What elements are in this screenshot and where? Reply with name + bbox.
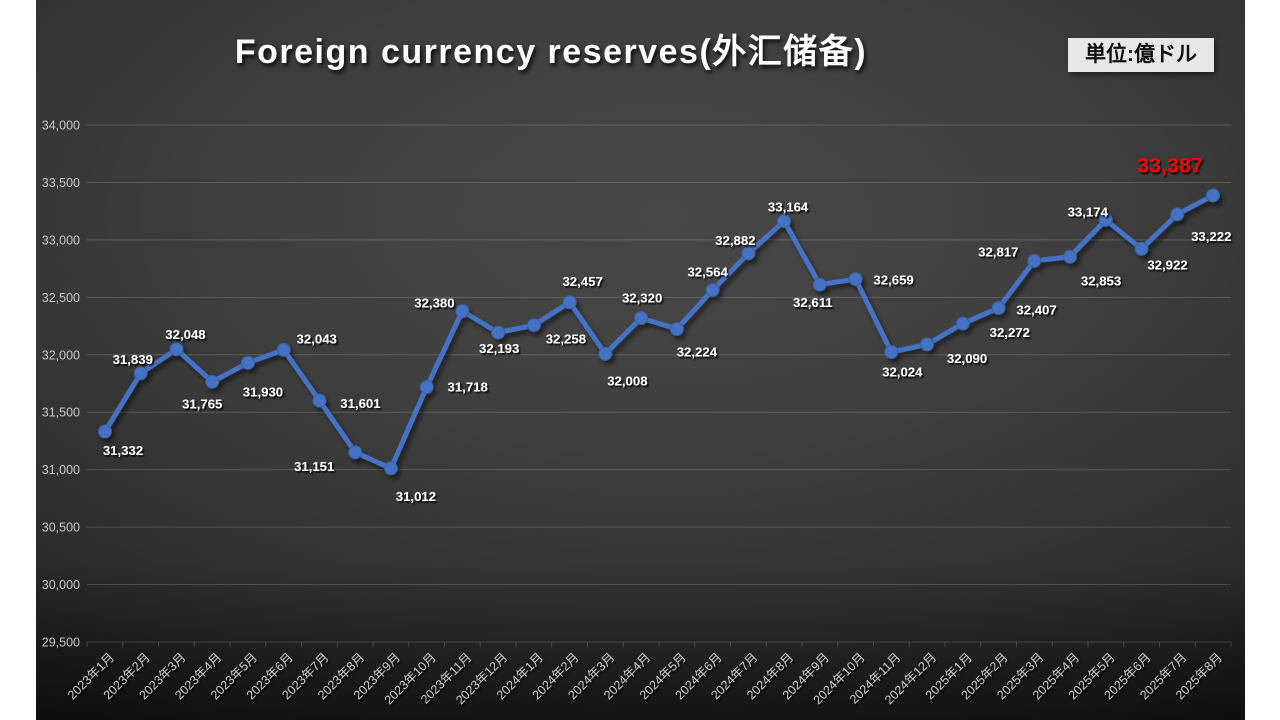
data-point <box>276 342 291 357</box>
data-point <box>383 461 398 476</box>
data-series <box>98 188 1220 476</box>
data-label: 33,164 <box>768 200 809 215</box>
data-labels: 31,332 31,839 32,048 31,765 31,930 32,043 31,6… <box>103 153 1232 503</box>
data-label: 31,765 <box>182 396 222 411</box>
data-point <box>1098 212 1113 227</box>
data-point <box>848 272 863 287</box>
data-point <box>98 424 112 439</box>
data-label: 32,008 <box>607 373 647 388</box>
data-point <box>955 316 970 331</box>
series-line <box>102 192 1216 471</box>
data-label: 32,882 <box>715 233 755 248</box>
data-label: 32,564 <box>687 264 728 279</box>
data-point <box>312 393 327 408</box>
data-point <box>240 355 255 370</box>
data-label: 31,151 <box>294 459 334 474</box>
data-label: 32,258 <box>546 332 586 347</box>
data-label: 32,380 <box>414 296 454 311</box>
data-point <box>419 380 434 395</box>
data-label: 32,922 <box>1147 257 1187 272</box>
data-label: 32,853 <box>1081 273 1121 288</box>
data-point <box>1134 241 1149 256</box>
data-label: 31,332 <box>103 443 143 458</box>
data-label-latest: 33,387 <box>1137 153 1203 177</box>
y-axis-label: 32,000 <box>42 348 80 362</box>
data-label: 32,611 <box>793 295 833 310</box>
data-label: 32,659 <box>873 273 913 288</box>
data-point <box>812 277 827 292</box>
data-point <box>705 282 720 297</box>
data-point <box>1170 207 1185 222</box>
y-axis-label: 29,500 <box>42 636 80 650</box>
data-label: 32,224 <box>677 345 718 360</box>
data-label: 31,930 <box>243 384 283 399</box>
data-point <box>169 342 184 357</box>
data-point <box>1063 249 1078 264</box>
data-label: 32,048 <box>165 327 205 342</box>
y-axis-label: 30,000 <box>42 578 80 592</box>
data-point <box>741 246 756 261</box>
data-label: 33,174 <box>1068 204 1109 219</box>
data-point <box>205 374 220 389</box>
data-label: 31,601 <box>340 396 380 411</box>
x-axis-labels: 2023年1月2023年2月2023年3月2023年4月2023年5月2023年… <box>65 650 1225 707</box>
slide-background <box>36 0 1245 720</box>
data-label: 32,320 <box>622 291 662 306</box>
data-label: 32,090 <box>947 351 987 366</box>
data-point <box>133 366 148 381</box>
data-label: 32,024 <box>882 365 923 380</box>
data-label: 31,718 <box>448 380 488 395</box>
gridlines <box>86 124 1232 647</box>
data-label: 32,272 <box>990 325 1030 340</box>
data-point <box>455 304 470 319</box>
data-label: 32,193 <box>479 341 519 356</box>
data-point <box>526 318 541 333</box>
data-point <box>348 445 363 460</box>
y-axis-labels: 34,000 33,500 33,000 32,500 32,000 31,500 31,0… <box>42 119 80 650</box>
data-point <box>669 322 684 337</box>
unit-badge: 単位:億ドル <box>1068 38 1214 72</box>
y-axis-label: 32,500 <box>42 291 80 305</box>
y-axis-label: 34,000 <box>42 119 80 133</box>
y-axis-label: 30,500 <box>42 521 80 535</box>
data-label: 32,457 <box>562 274 602 289</box>
data-point <box>884 345 899 360</box>
y-axis-label: 31,000 <box>42 463 80 477</box>
data-point <box>1027 253 1042 268</box>
data-label: 31,012 <box>396 489 436 504</box>
data-point <box>598 346 613 361</box>
data-point <box>634 311 649 326</box>
data-point <box>1206 188 1220 203</box>
data-label: 31,839 <box>113 352 153 367</box>
data-label: 33,222 <box>1191 229 1231 244</box>
y-axis-label: 31,500 <box>42 406 80 420</box>
data-point <box>491 325 506 340</box>
data-label: 32,043 <box>297 331 337 346</box>
data-point <box>991 301 1006 316</box>
chart-title: Foreign currency reserves(外汇储备) <box>234 33 868 71</box>
y-axis-label: 33,000 <box>42 233 80 247</box>
data-point <box>920 337 935 352</box>
data-label: 32,407 <box>1016 303 1056 318</box>
data-point <box>777 214 792 229</box>
y-axis-label: 33,500 <box>42 176 80 190</box>
data-label: 32,817 <box>978 244 1018 259</box>
data-point <box>562 295 577 310</box>
